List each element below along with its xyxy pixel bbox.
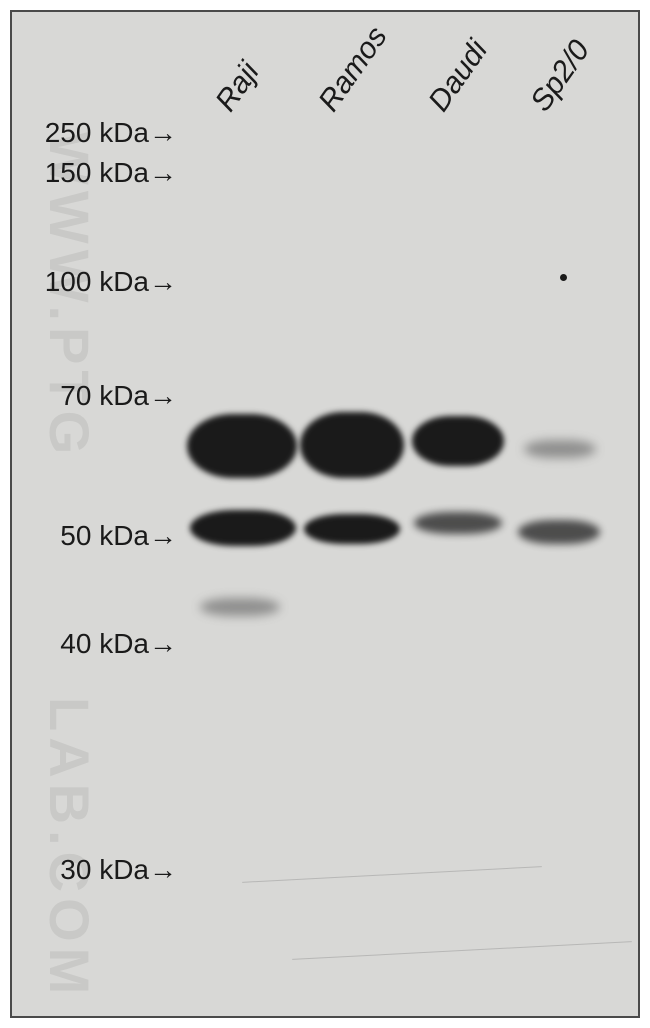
speck-1: [560, 274, 567, 281]
lane-label-sp20: Sp2/0: [524, 34, 597, 118]
blot-frame: WWW.PTG LAB.COM 250 kDa→ 150 kDa→ 100 kD…: [10, 10, 640, 1018]
mw-30: 30 kDa→: [17, 854, 177, 886]
band-ramos-upper: [300, 412, 404, 478]
band-ramos-lower: [304, 514, 400, 544]
watermark-bottom: LAB.COM: [37, 697, 102, 1000]
band-daudi-upper: [412, 416, 504, 466]
mw-40: 40 kDa→: [17, 628, 177, 660]
mw-250: 250 kDa→: [17, 117, 177, 149]
band-sp20-upper: [524, 440, 596, 458]
band-raji-faint: [200, 598, 280, 616]
lane-label-daudi: Daudi: [422, 34, 495, 118]
lane-label-raji: Raji: [209, 56, 266, 118]
mw-150: 150 kDa→: [17, 157, 177, 189]
mw-70: 70 kDa→: [17, 380, 177, 412]
band-raji-upper: [187, 414, 297, 478]
lane-label-ramos: Ramos: [312, 21, 394, 118]
band-daudi-lower: [414, 512, 502, 534]
blot-area: WWW.PTG LAB.COM 250 kDa→ 150 kDa→ 100 kD…: [12, 12, 638, 1016]
mw-100: 100 kDa→: [17, 266, 177, 298]
artifact-1: [242, 866, 542, 883]
mw-50: 50 kDa→: [17, 520, 177, 552]
band-sp20-lower: [518, 520, 600, 544]
band-raji-lower: [190, 510, 296, 546]
artifact-2: [292, 941, 632, 960]
